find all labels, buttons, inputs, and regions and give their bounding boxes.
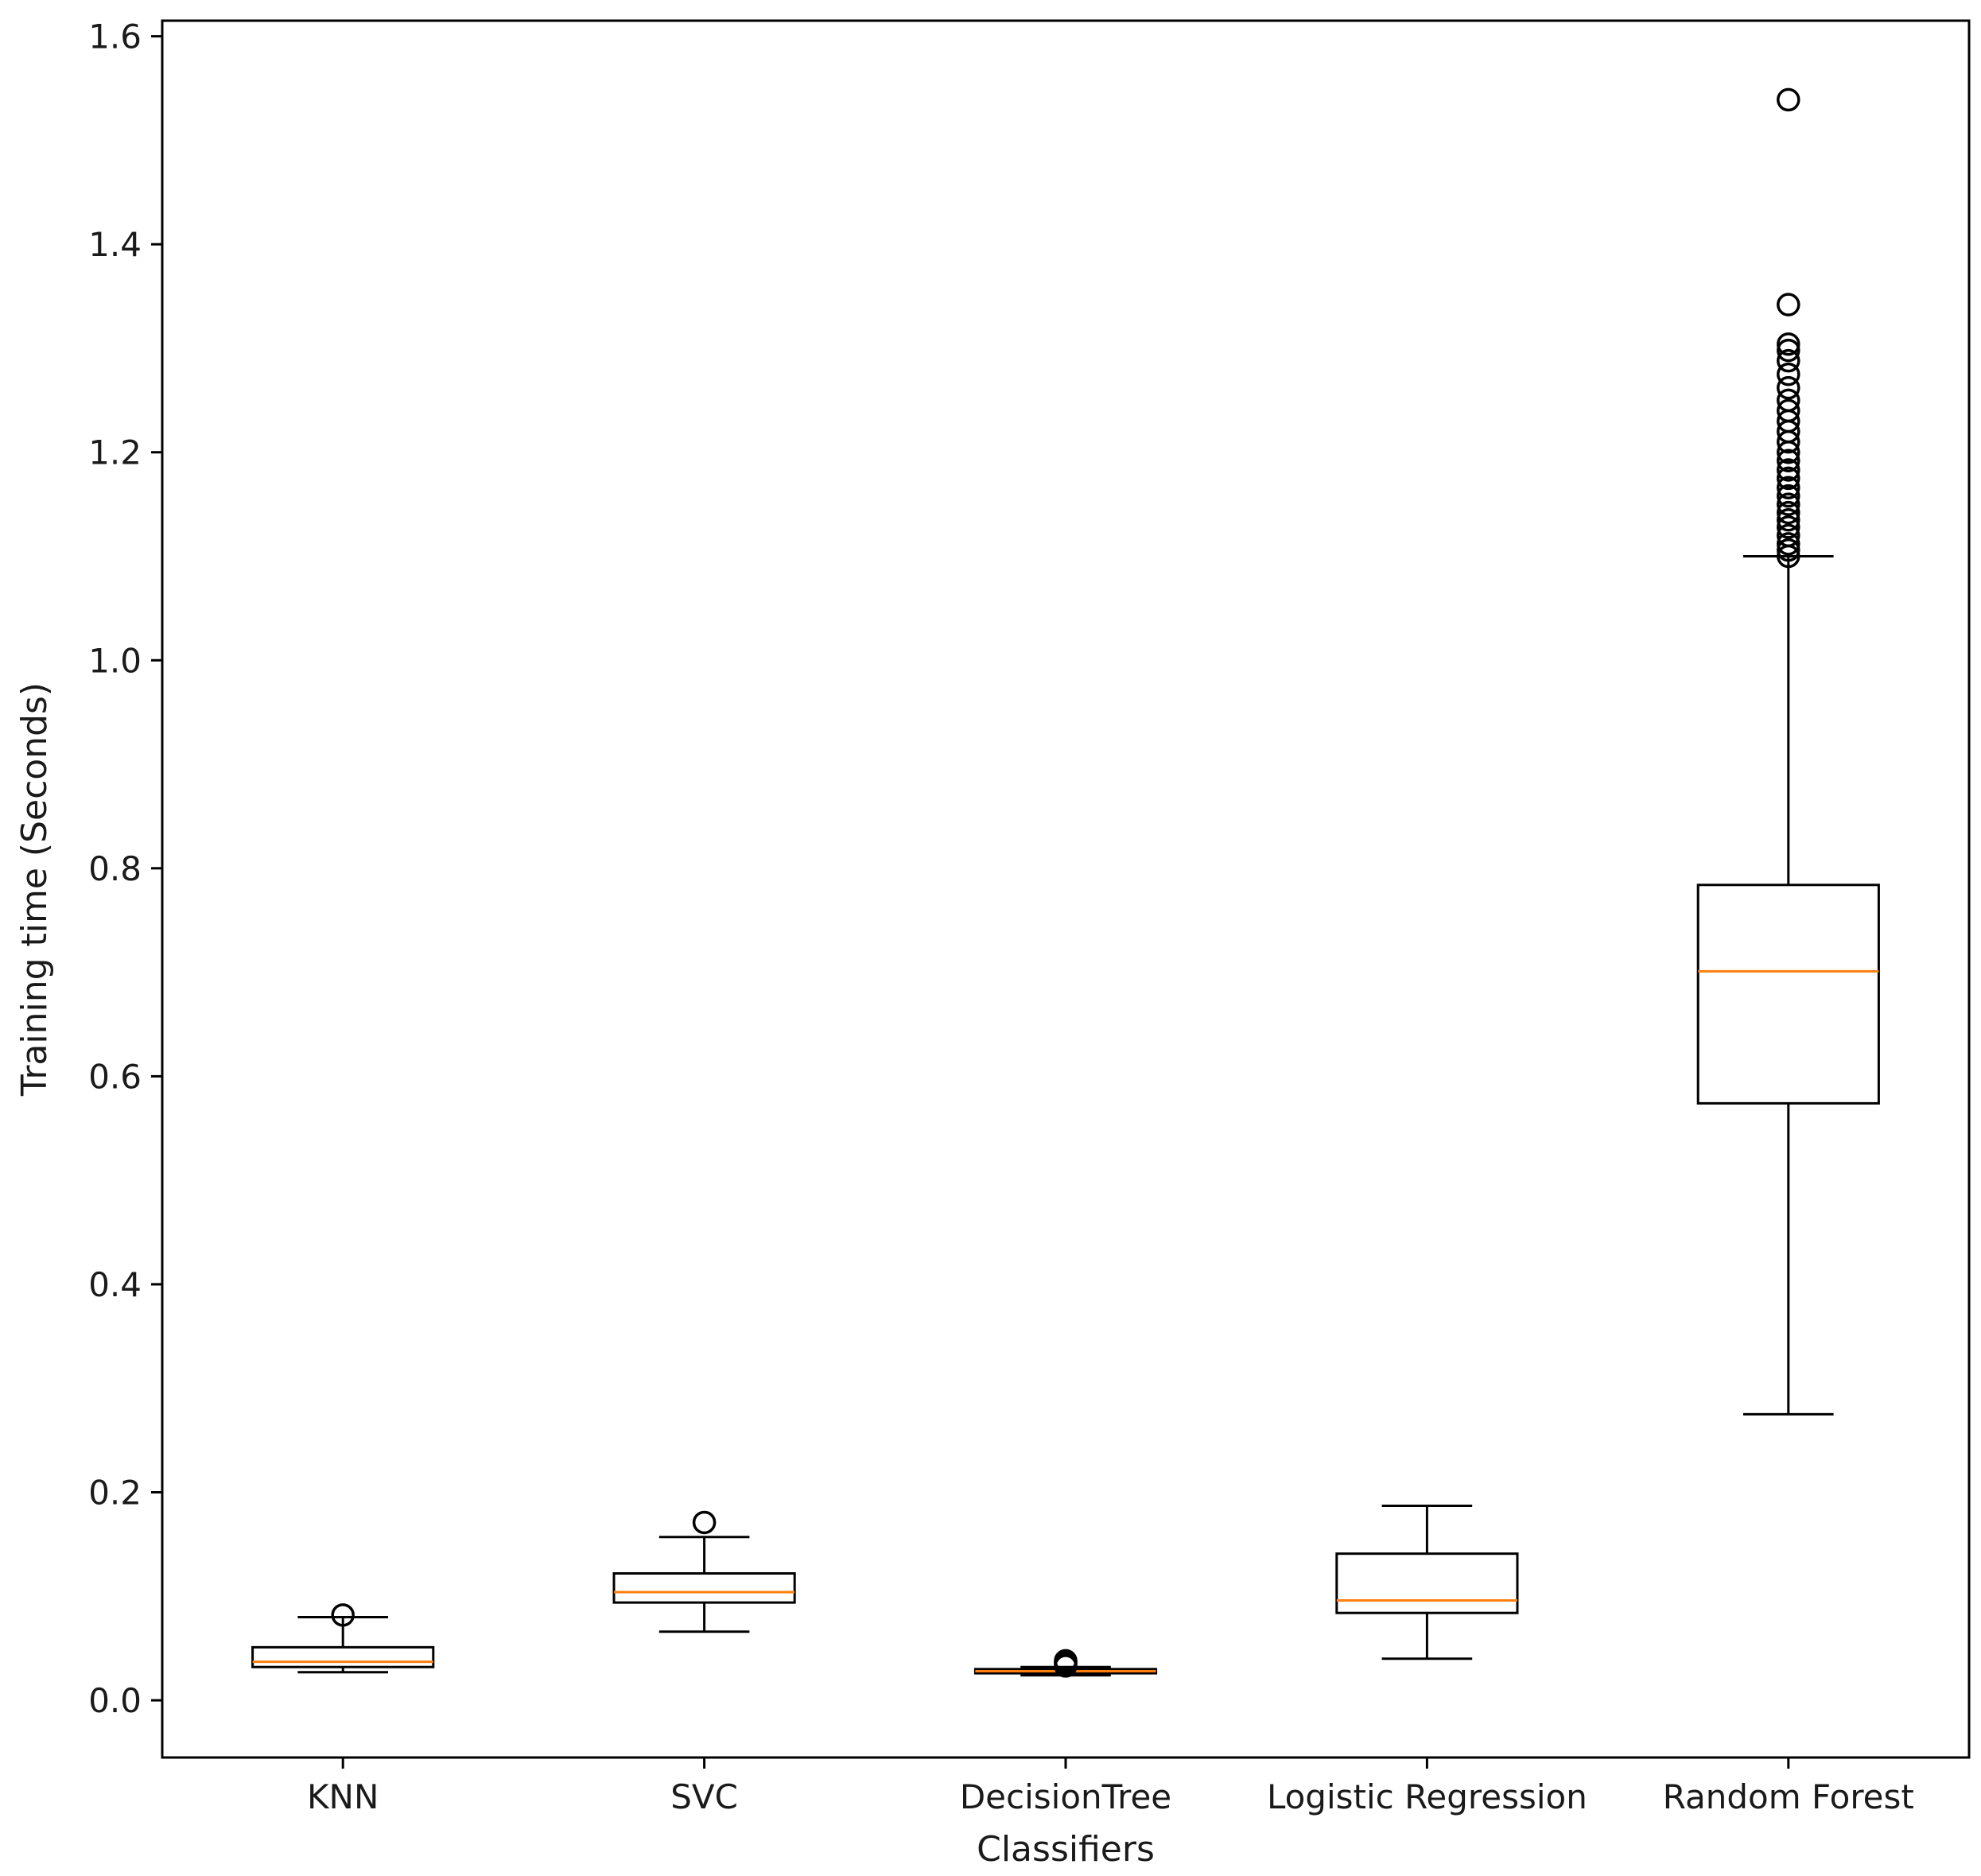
iqr-box [612,1572,796,1604]
outlier-point [1777,500,1800,525]
outlier-point [331,1603,355,1627]
outlier-point [1777,293,1800,317]
outlier-point [1777,458,1800,482]
outlier-point [1777,484,1800,508]
iqr-box [1696,884,1880,1105]
x-tick-label: KNN [307,1777,379,1816]
outlier-point [1777,449,1800,472]
outlier-point [1777,87,1800,112]
outlier-point [692,1510,717,1535]
y-tick-label: 0.6 [88,1057,142,1096]
y-tick-label: 0.0 [88,1681,142,1720]
outlier-point [1777,532,1800,556]
x-tick-label: Random Forest [1663,1777,1914,1816]
outlier-point [1777,348,1800,373]
y-tick-label: 1.2 [88,433,142,472]
outlier-point [1777,398,1800,423]
box-group-knn [251,1603,435,1674]
y-axis-label: Training time (Seconds) [14,682,55,1097]
outlier-point [1777,538,1800,562]
outlier-point [1777,338,1800,363]
outlier-point [1777,523,1800,548]
outlier-point [1777,332,1800,356]
y-tick-label: 1.0 [88,641,142,680]
outlier-point [1777,476,1800,499]
marks-layer [251,87,1880,1678]
iqr-box [251,1645,435,1668]
box-group-decisiontree [973,1649,1158,1678]
iqr-box [1335,1552,1519,1614]
box-group-logistic-regression [1335,1505,1519,1660]
box-group-svc [612,1510,796,1633]
outlier-point [1777,375,1800,400]
x-tick-label: DecisionTree [960,1777,1171,1816]
outlier-point [1777,515,1800,539]
y-tick-label: 0.8 [88,849,142,888]
y-tick-label: 1.4 [88,225,142,264]
y-tick-label: 0.4 [88,1265,142,1304]
outlier-point [1777,507,1800,532]
outlier-point [1777,466,1800,491]
x-tick-label: SVC [670,1777,738,1816]
outlier-point [1777,362,1800,386]
outlier-point [1777,492,1800,516]
box-group-random-forest [1696,87,1880,1416]
axis-layer: 0.0 0.2 0.4 0.6 0.8 1.0 1.2 1.4 1.6 KNN SVC Decisio… [88,17,1914,1816]
x-tick-label: Logistic Regression [1267,1777,1587,1816]
y-tick-label: 0.2 [88,1474,142,1513]
y-tick-label: 1.6 [88,17,142,56]
x-axis-label: Classifiers [977,1829,1155,1870]
outlier-point [1054,1649,1078,1673]
outlier-point [1777,388,1800,413]
